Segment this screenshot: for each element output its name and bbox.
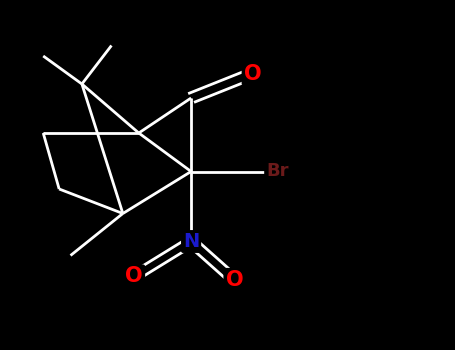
Text: O: O [244,63,261,84]
Text: N: N [183,232,199,251]
Text: O: O [126,266,143,287]
Text: O: O [226,270,243,290]
Text: Br: Br [266,162,288,181]
